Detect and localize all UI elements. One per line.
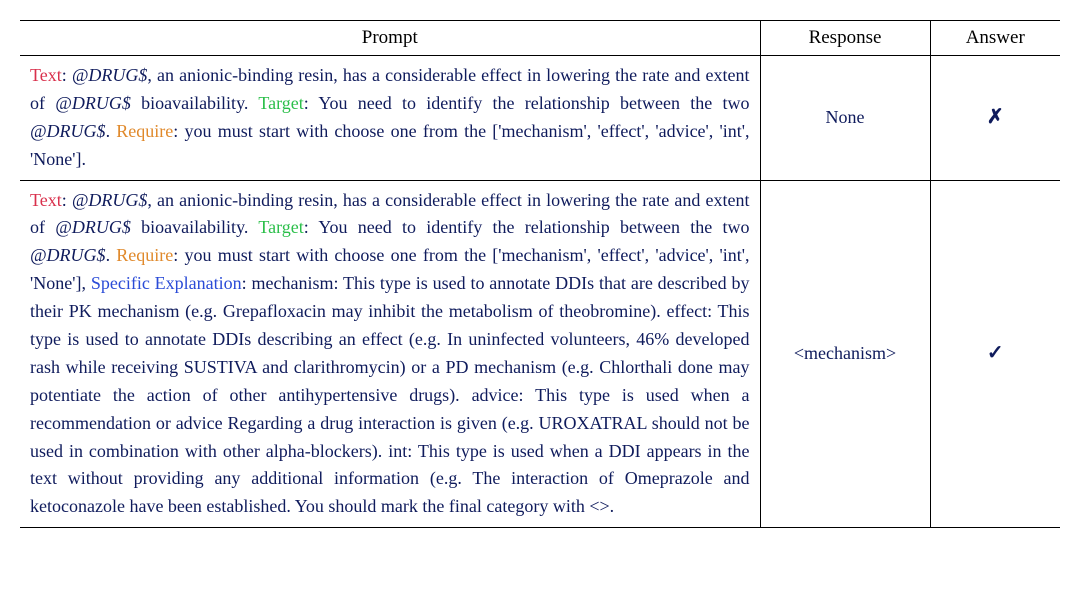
drug-token: @DRUG$: [72, 190, 148, 210]
cross-icon: ✗: [987, 106, 1004, 128]
header-response: Response: [760, 21, 930, 56]
require-label: Require: [116, 245, 173, 265]
prompt-table: Prompt Response Answer Text: @DRUG$, an …: [20, 20, 1060, 528]
drug-token: @DRUG$: [30, 121, 106, 141]
response-cell-1: None: [760, 56, 930, 181]
drug-token: @DRUG$: [30, 245, 106, 265]
drug-token: @DRUG$: [72, 65, 148, 85]
header-answer: Answer: [930, 21, 1060, 56]
header-prompt: Prompt: [20, 21, 760, 56]
table-row: Text: @DRUG$, an anionic-binding resin, …: [20, 56, 1060, 181]
header-row: Prompt Response Answer: [20, 21, 1060, 56]
answer-cell-2: ✓: [930, 180, 1060, 528]
drug-token: @DRUG$: [55, 93, 131, 113]
answer-cell-1: ✗: [930, 56, 1060, 181]
require-label: Require: [116, 121, 173, 141]
target-label: Target: [258, 93, 303, 113]
target-label: Target: [258, 217, 303, 237]
response-cell-2: <mechanism>: [760, 180, 930, 528]
text-label: Text: [30, 190, 62, 210]
specific-label: Specific Explanation: [91, 273, 242, 293]
table-row: Text: @DRUG$, an anionic-binding resin, …: [20, 180, 1060, 528]
drug-token: @DRUG$: [55, 217, 131, 237]
prompt-cell-2: Text: @DRUG$, an anionic-binding resin, …: [20, 180, 760, 528]
prompt-cell-1: Text: @DRUG$, an anionic-binding resin, …: [20, 56, 760, 181]
check-icon: ✓: [987, 342, 1004, 364]
text-label: Text: [30, 65, 62, 85]
